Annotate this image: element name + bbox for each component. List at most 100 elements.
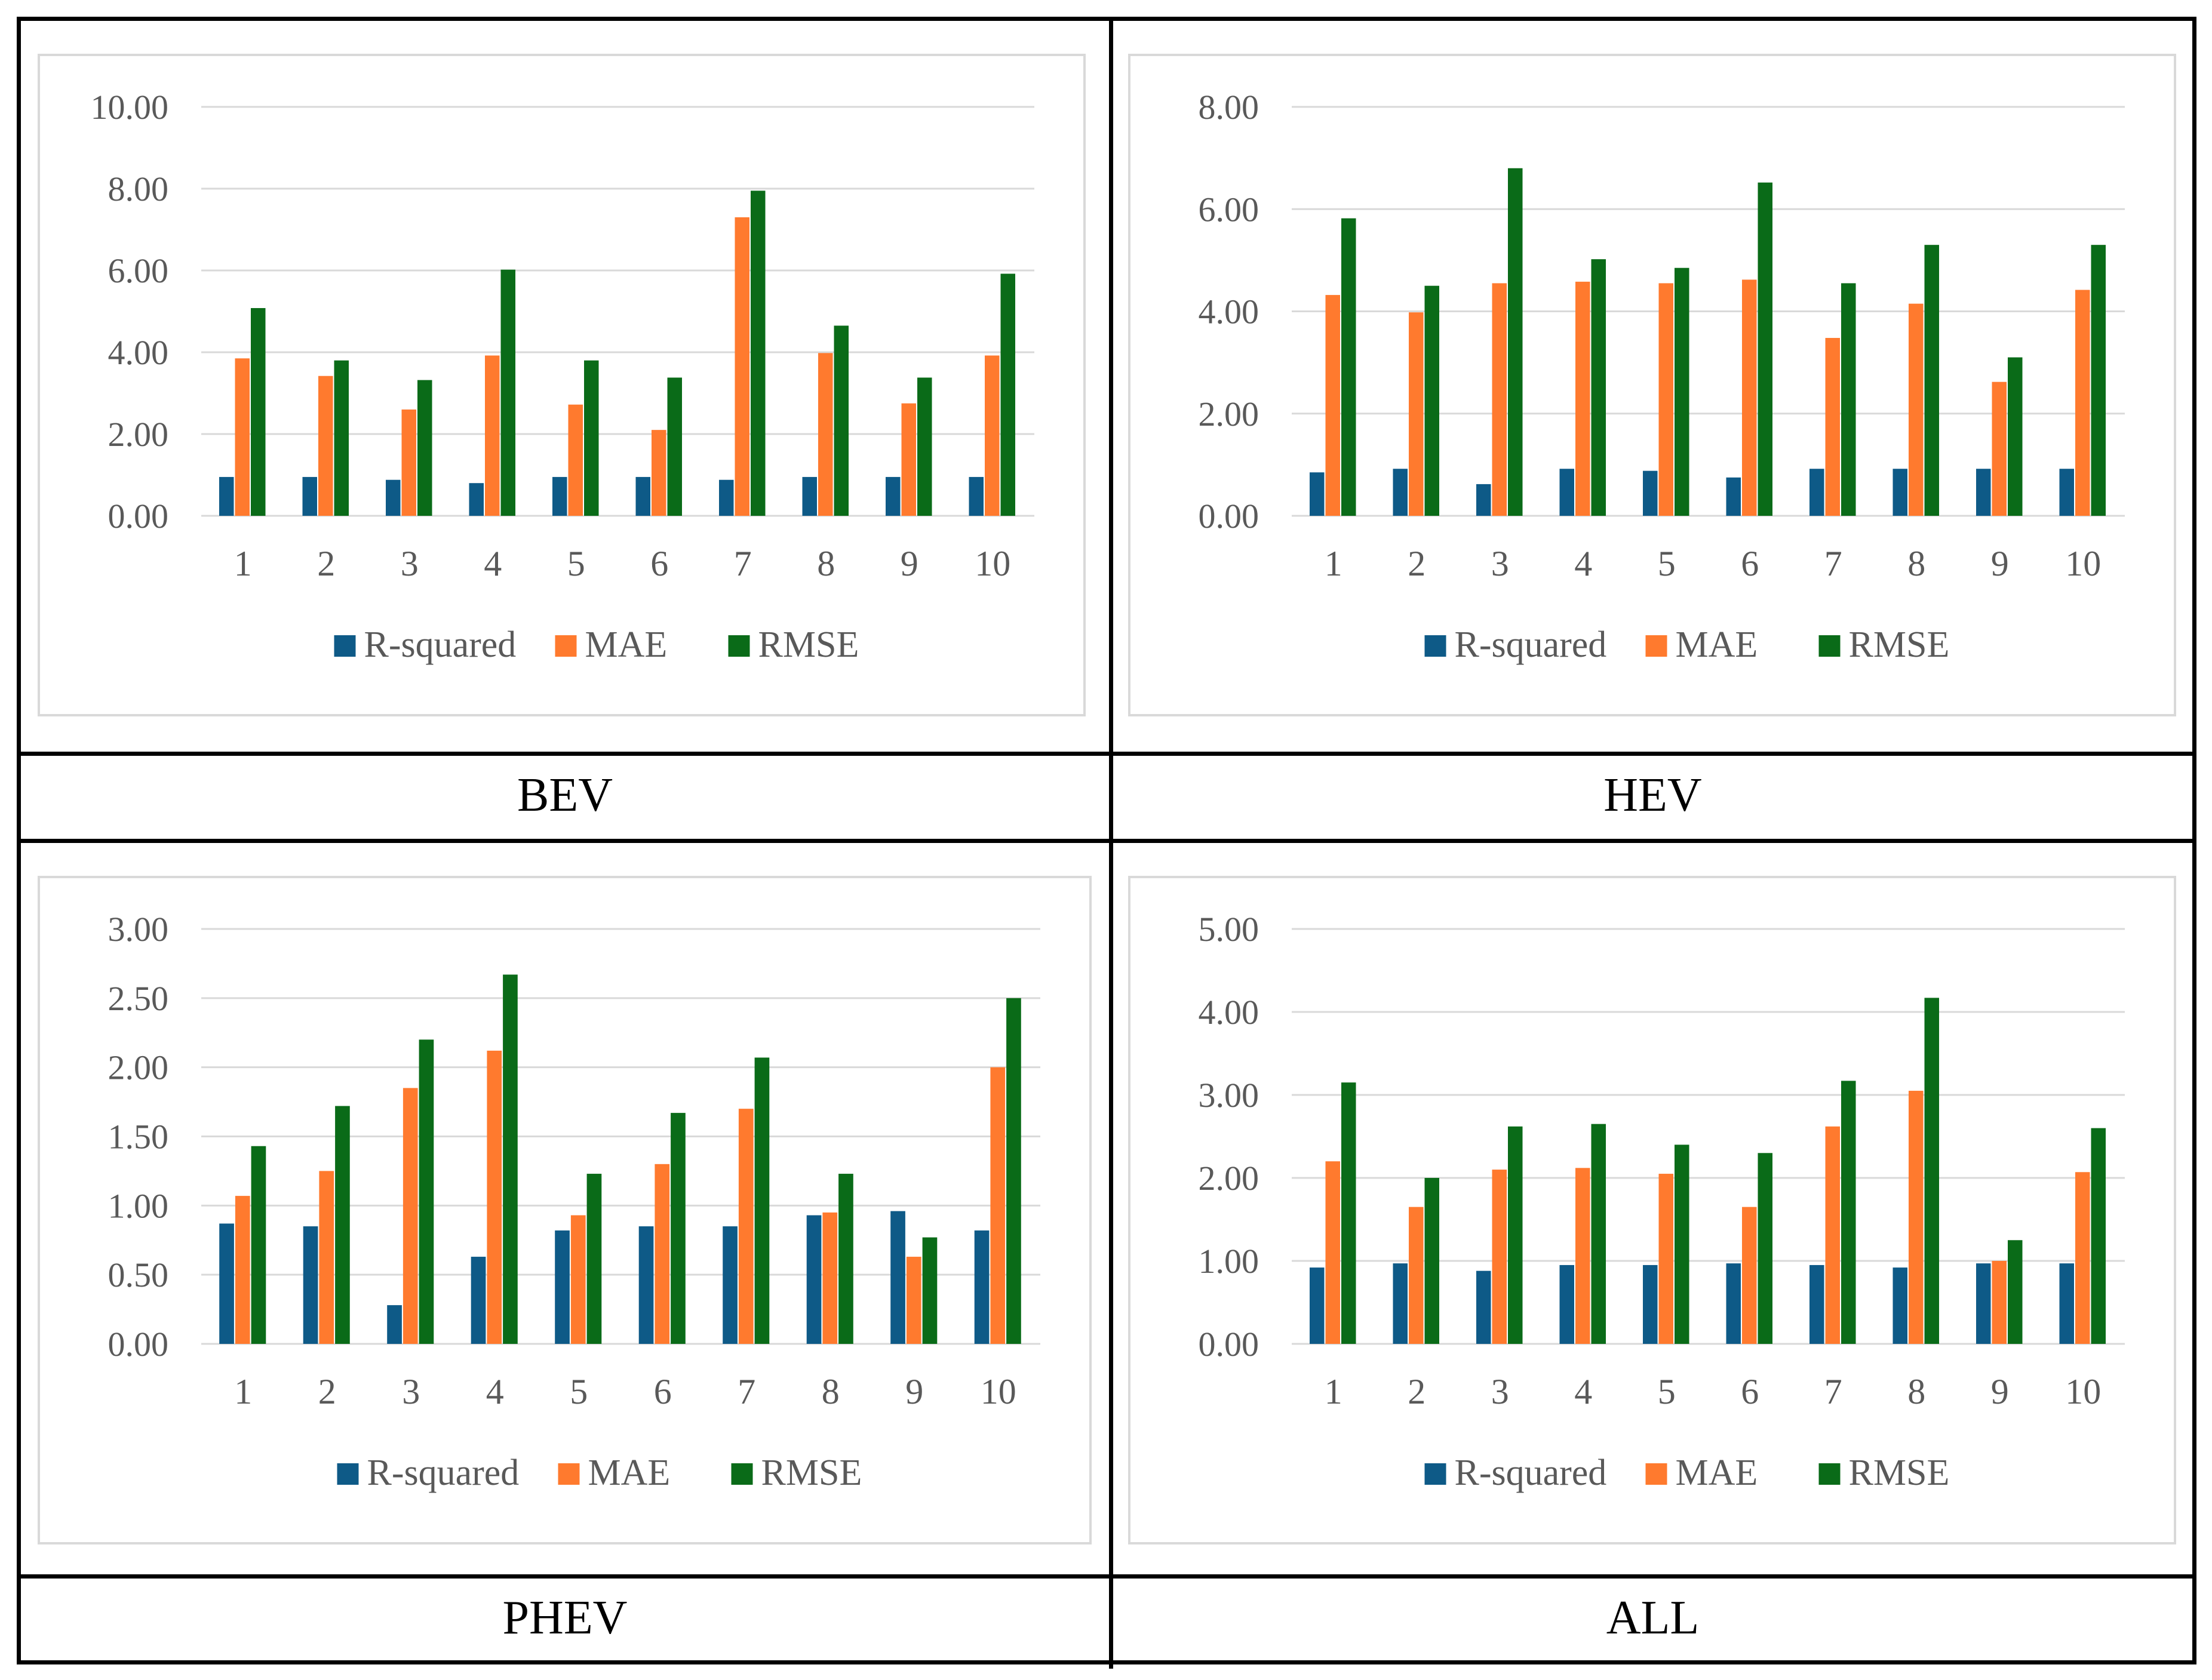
legend-label-rmse: RMSE [1849, 1453, 1950, 1493]
bar-r-squared-2 [1393, 1263, 1408, 1344]
bar-r-squared-1 [219, 476, 234, 516]
x-tick-label: 9 [1991, 1372, 2009, 1411]
x-tick-label: 4 [1574, 1372, 1592, 1411]
phev-chart-frame: 0.00 0.50 1.00 1.50 2.00 2.50 3.00 1 2 3 4 5 6 7 8 9 10 R… [38, 876, 1092, 1544]
x-tick-label: 9 [1991, 544, 2009, 583]
bar-mae-1 [1325, 1161, 1341, 1344]
bar-mae-8 [822, 1212, 838, 1344]
bar-r-squared-5 [1642, 470, 1658, 516]
legend-swatch-rmse [1818, 635, 1841, 657]
bar-mae-5 [1658, 1174, 1674, 1344]
bar-r-squared-4 [1559, 469, 1574, 516]
bar-rmse-4 [500, 269, 516, 516]
y-tick-label: 2.00 [108, 415, 169, 454]
y-tick-label: 5.00 [1199, 910, 1259, 949]
legend-swatch-r-squared [337, 1463, 359, 1485]
phev-caption: PHEV [502, 1591, 628, 1644]
bar-mae-8 [1908, 1091, 1924, 1344]
y-tick-label: 0.00 [108, 1325, 169, 1364]
x-tick-label: 7 [734, 544, 752, 583]
bar-r-squared-5 [1642, 1264, 1658, 1344]
bar-mae-9 [906, 1257, 921, 1344]
bar-rmse-8 [1924, 245, 1940, 516]
bar-r-squared-3 [387, 1305, 402, 1344]
bev-chart-frame: 0.00 2.00 4.00 6.00 8.00 10.00 1 2 3 4 5 6 7 8 9 10 R-sq… [38, 54, 1086, 716]
y-tick-label: 0.00 [108, 497, 169, 536]
bar-rmse-6 [671, 1113, 686, 1344]
bar-rmse-10 [1006, 998, 1021, 1344]
legend-label-r-squared: R-squared [1455, 624, 1607, 665]
bar-r-squared-8 [1893, 469, 1907, 516]
bar-rmse-10 [1000, 273, 1016, 516]
bar-rmse-5 [1675, 267, 1689, 516]
x-tick-label: 10 [981, 1372, 1016, 1411]
bar-mae-2 [1408, 312, 1424, 516]
bar-r-squared-10 [974, 1230, 990, 1344]
legend-label-r-squared: R-squared [1455, 1453, 1607, 1493]
x-tick-label: 1 [234, 1372, 252, 1411]
bar-mae-5 [568, 404, 583, 516]
bar-r-squared-2 [302, 476, 317, 516]
bar-r-squared-3 [385, 479, 401, 516]
bar-mae-1 [235, 358, 250, 516]
x-tick-label: 6 [1741, 1372, 1759, 1411]
bar-r-squared-9 [890, 1211, 905, 1344]
y-tick-label: 1.50 [108, 1118, 169, 1156]
x-tick-label: 2 [317, 544, 335, 583]
bar-mae-3 [401, 409, 417, 516]
phev-chart: 0.00 0.50 1.00 1.50 2.00 2.50 3.00 1 2 3 4 5 6 7 8 9 10 R… [108, 910, 1040, 1493]
bar-r-squared-7 [718, 479, 734, 516]
legend-label-rmse: RMSE [761, 1453, 862, 1493]
y-tick-label: 0.00 [1199, 497, 1259, 536]
row-divider [21, 1574, 2192, 1579]
bar-rmse-4 [1591, 259, 1606, 516]
bar-rmse-2 [1424, 285, 1440, 516]
x-tick-label: 3 [402, 1372, 420, 1411]
x-tick-label: 4 [486, 1372, 504, 1411]
bar-mae-1 [1325, 295, 1341, 516]
y-tick-label: 6.00 [1199, 190, 1259, 229]
x-tick-label: 5 [1658, 1372, 1676, 1411]
y-tick-label: 4.00 [1199, 293, 1259, 331]
figure-grid: 0.00 2.00 4.00 6.00 8.00 10.00 1 2 3 4 5 6 7 8 9 10 R-sq… [17, 17, 2196, 1669]
bar-mae-4 [487, 1050, 502, 1344]
bar-r-squared-1 [1309, 472, 1325, 516]
bar-r-squared-8 [806, 1215, 822, 1344]
bar-r-squared-10 [2059, 1263, 2074, 1344]
bar-rmse-4 [503, 974, 518, 1344]
y-tick-label: 10.00 [91, 88, 169, 127]
bar-rmse-8 [838, 1174, 853, 1344]
bar-rmse-1 [251, 1146, 266, 1344]
y-tick-label: 4.00 [108, 333, 169, 372]
bar-rmse-7 [751, 190, 766, 516]
column-divider [1109, 21, 1113, 1669]
bar-rmse-6 [667, 377, 683, 516]
bar-rmse-6 [1758, 182, 1773, 516]
bar-rmse-8 [834, 325, 849, 516]
legend-label-rmse: RMSE [758, 624, 859, 665]
bar-rmse-3 [1508, 168, 1523, 516]
bar-rmse-10 [2091, 245, 2106, 516]
bar-r-squared-6 [1726, 1263, 1741, 1344]
bar-r-squared-3 [1476, 484, 1491, 516]
legend-label-mae: MAE [588, 1453, 671, 1493]
bar-r-squared-9 [1976, 469, 1991, 516]
bar-rmse-4 [1591, 1124, 1606, 1344]
legend-swatch-mae [558, 1463, 580, 1485]
y-tick-label: 4.00 [1199, 993, 1259, 1032]
bar-mae-6 [651, 430, 666, 516]
x-tick-label: 8 [822, 1372, 840, 1411]
legend-swatch-rmse [731, 1463, 753, 1485]
bar-mae-9 [1992, 381, 2007, 516]
bar-rmse-8 [1924, 998, 1940, 1344]
bar-mae-8 [818, 353, 833, 516]
bar-r-squared-7 [1809, 469, 1824, 516]
bar-rmse-2 [335, 1106, 350, 1344]
x-tick-label: 1 [1325, 544, 1342, 583]
x-tick-label: 4 [484, 544, 502, 583]
bar-r-squared-8 [1893, 1267, 1907, 1344]
bar-mae-9 [1992, 1261, 2007, 1344]
bar-mae-2 [1408, 1207, 1424, 1344]
bar-mae-5 [1658, 283, 1674, 516]
bar-mae-7 [1825, 1126, 1841, 1344]
